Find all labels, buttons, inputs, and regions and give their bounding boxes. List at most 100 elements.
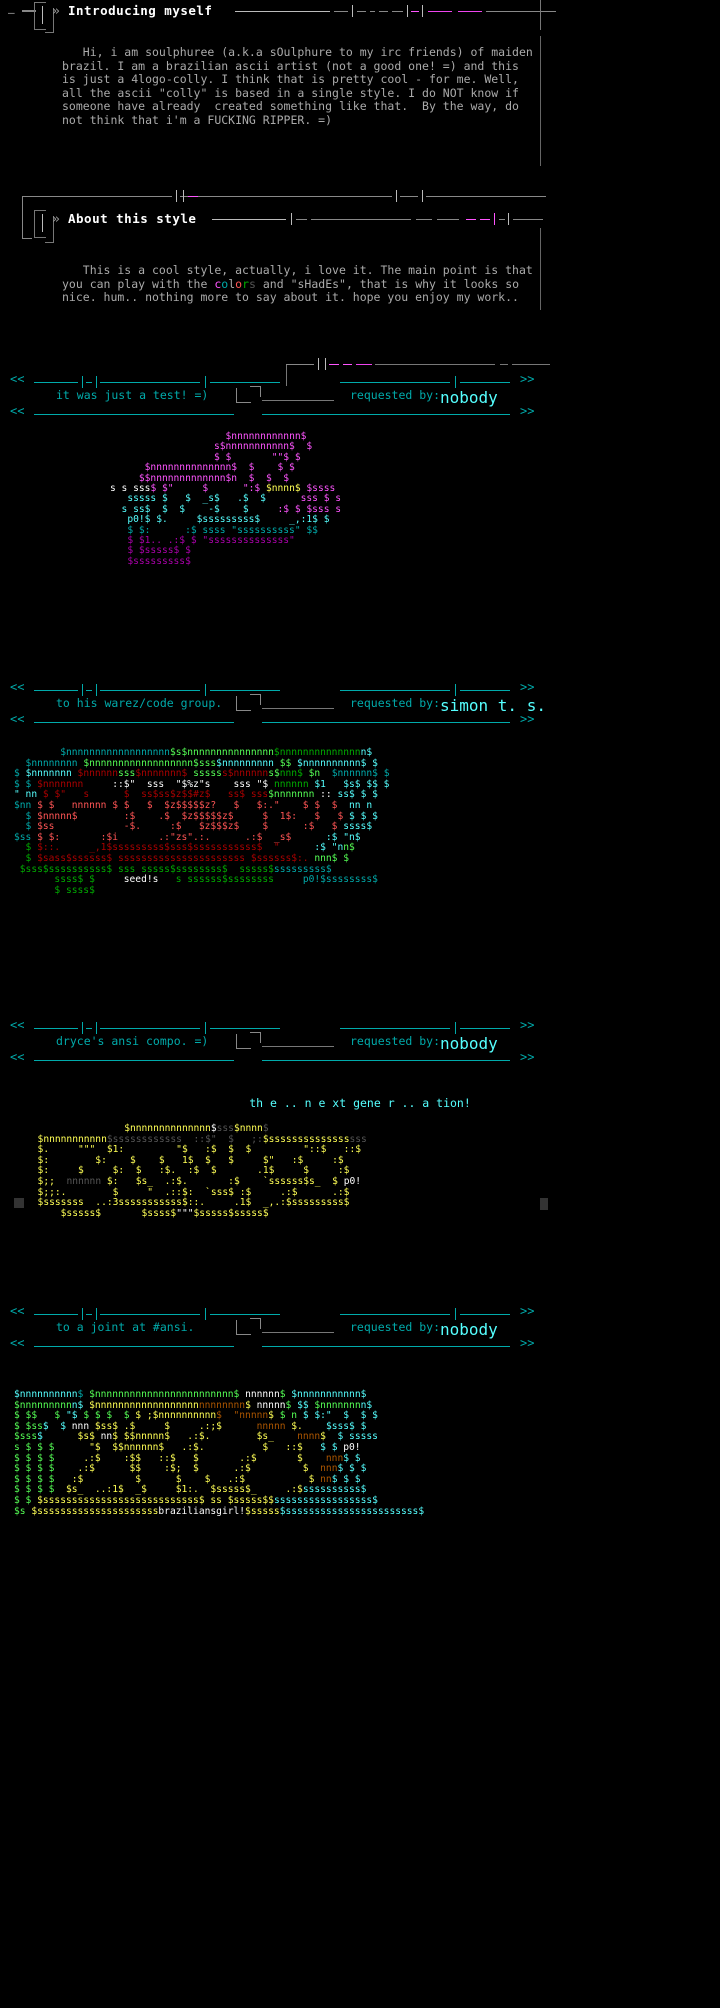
caption-box-icon-2 [250,1318,261,1329]
section-paragraph: Hi, i am soulphuree (a.k.a sOulphure to … [62,45,533,128]
bar-rule [34,690,78,691]
header-bracket-icon: – [8,6,15,19]
sect2-tick-3 [396,190,397,202]
caption-box-icon-2 [250,694,261,705]
caption-box-icon [236,696,251,711]
caption-bar-top: << >> [0,680,720,698]
ascii-logo-3: $nnnnnnnnnnnnnn$sss$nnnn$ $nnnnnnnnnnn$s… [26,1123,367,1219]
bar-rule-3 [100,382,200,383]
right-arrow: >> [520,1018,535,1032]
requested-label: requested by: [350,696,441,710]
caption-dashline [262,400,334,401]
caption-row: dryce's ansi compo. =) requested by: nob… [0,1032,720,1054]
ascii-logo-4: $nnnnnnnnnn$ $nnnnnnnnnnnnnnnnnnnnnnnn$ … [14,1389,425,1517]
right-arrow: >> [520,1304,535,1318]
sect2-tick [176,190,177,202]
caption-bar-bottom: << >> [0,1050,720,1068]
bar-rule-2 [86,1028,92,1029]
right-arrow: >> [520,1050,535,1064]
header-pipe-icon [42,214,43,232]
logo1-tick [318,358,319,370]
logo-caption: it was just a test! =) [56,388,209,402]
header-box-icon [34,2,46,30]
right-arrow: >> [520,1336,535,1350]
ascii-logo-1: $nnnnnnnnnnnn$ s$nnnnnnnnnnn$ $ $ $ ""$ … [110,431,342,567]
caption-row: it was just a test! =) requested by: nob… [0,386,720,408]
logo1-mag-2 [343,364,352,365]
bar-tick-4 [455,684,456,696]
bar-rule-5 [340,1028,450,1029]
caption-bar-top: << >> [0,372,720,390]
header-pipe-icon [42,6,43,24]
bar-rule-4 [210,382,280,383]
header-rule [212,219,286,220]
sect2-left-corner-2 [22,238,32,239]
header-rule-tick-3 [422,5,423,17]
logo3-subtitle: th e .. n e xt gene r .. a tion! [0,1096,720,1110]
rainbow-letter: s [249,276,256,291]
section-title: About this style [68,211,197,226]
bar-tick-2 [96,1022,97,1034]
header-rule-dash-5 [392,11,403,12]
rainbow-letter: o [221,276,229,291]
bar-rule-2 [86,382,92,383]
header-rule-tick [352,5,353,17]
logo1-connector-h [286,364,314,365]
sect2-top-dash-4 [426,196,546,197]
header-rule-magenta [411,11,419,12]
bar-rule-2 [262,1060,510,1061]
right-arrow: >> [520,404,535,418]
header-rule-dash-3 [370,11,375,12]
requested-by-value: nobody [440,1320,498,1339]
para-line: someone have already created something l… [62,99,519,114]
caption-box-icon [236,1034,251,1049]
header-rule-tick-2 [407,5,408,17]
logo1-dash-2 [500,364,508,365]
header-rule-mag [466,219,476,220]
logo1-dash [375,364,495,365]
sect2-top-dash-3 [400,196,418,197]
bar-rule [34,722,234,723]
section-title: Introducing myself [68,3,213,18]
bar-rule-4 [210,690,280,691]
caption-dashline [262,1046,334,1047]
header-box-icon-2 [45,8,54,33]
bar-rule-3 [100,1314,200,1315]
header-chevrons: » [52,212,60,227]
logo-caption: to a joint at #ansi. [56,1320,195,1334]
sect2-left-corner [22,196,23,238]
header-box-icon-2 [45,216,54,243]
caption-box-icon [236,1320,251,1335]
header-rule-tick-2 [508,213,509,225]
right-arrow: >> [520,680,535,694]
bar-rule [34,1028,78,1029]
rainbow-letter: c [214,276,222,291]
header-rule-tick [291,213,292,225]
bar-rule-2 [262,1346,510,1347]
logo3-side-mark-right [540,1198,548,1210]
caption-bar-bottom: << >> [0,712,720,730]
ascii-logo-2: $nnnnnnnnnnnnnnnnnn$s$nnnnnnnnnnnnnnn$nn… [14,747,390,896]
logo1-connector [286,364,287,386]
bar-rule-4 [210,1314,280,1315]
header-rule-dash-5 [499,219,505,220]
bar-rule-3 [100,1028,200,1029]
bar-tick-3 [205,1022,206,1034]
bar-rule-2 [86,690,92,691]
bar-rule-6 [460,1028,510,1029]
header-right-edge [540,0,541,30]
logo1-mag [329,364,339,365]
bar-rule [34,382,78,383]
caption-bar-bottom: << >> [0,404,720,422]
caption-box-icon-2 [250,386,261,397]
caption-bar-top: << >> [0,1018,720,1036]
bar-rule-5 [340,382,450,383]
bar-tick-2 [96,1308,97,1320]
header-rule-dash-4 [379,11,388,12]
bar-rule-3 [100,690,200,691]
bar-rule-2 [86,1314,92,1315]
sect2-mag-dash [188,196,198,197]
left-arrow: << [10,1304,25,1318]
bar-rule-2 [262,722,510,723]
header-rule-dash [296,219,307,220]
